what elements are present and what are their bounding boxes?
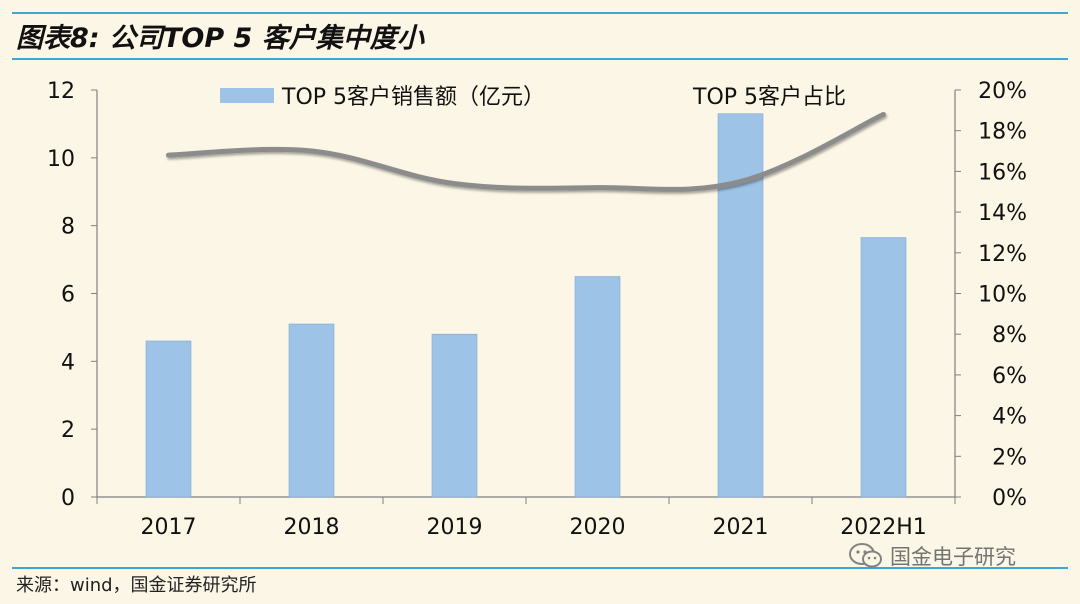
- right-tick-label: 20%: [978, 79, 1027, 104]
- right-tick-label: 10%: [978, 283, 1027, 308]
- watermark-label: 国金电子研究: [890, 545, 1016, 569]
- bar-series: [145, 113, 907, 498]
- right-tick-label: 18%: [978, 120, 1027, 145]
- left-tick-label: 6: [61, 283, 75, 308]
- x-tick-label: 2018: [284, 515, 340, 540]
- right-tick-label: 8%: [992, 323, 1027, 348]
- left-tick-label: 8: [61, 215, 75, 240]
- x-tick-label: 2017: [141, 515, 197, 540]
- right-tick-label: 4%: [992, 405, 1027, 430]
- watermark: 国金电子研究: [848, 538, 1016, 574]
- title-rule: [12, 58, 1068, 60]
- bar: [288, 323, 335, 498]
- x-tick-label: 2019: [427, 515, 483, 540]
- bar: [431, 333, 478, 498]
- bar: [717, 113, 764, 498]
- legend-bar-swatch: [220, 88, 274, 103]
- tick-labels: 0 2 4 6 8 10 12 0% 2% 4% 6% 8% 10% 12% 14% 16% 18% 20% 201…: [47, 79, 1027, 540]
- left-tick-label: 10: [47, 147, 75, 172]
- legend-line-label: TOP 5客户占比: [692, 85, 846, 110]
- figure-title: 图表8: 公司TOP 5 客户集中度小: [16, 23, 424, 54]
- x-tick-label: 2020: [570, 515, 626, 540]
- bottom-rule: [12, 567, 1068, 569]
- left-tick-label: 12: [47, 79, 75, 104]
- source-note: 来源：wind，国金证券研究所: [16, 575, 257, 596]
- x-tick-label: 2022H1: [840, 515, 927, 540]
- wechat-icon: [849, 543, 882, 568]
- axes: [91, 89, 961, 504]
- top-rule: [12, 12, 1068, 14]
- legend-bar-label: TOP 5客户销售额（亿元）: [281, 85, 545, 110]
- left-tick-label: 4: [61, 350, 75, 375]
- right-tick-label: 0%: [992, 486, 1027, 511]
- left-tick-label: 0: [61, 486, 75, 511]
- right-tick-label: 12%: [978, 242, 1027, 267]
- right-tick-label: 2%: [992, 445, 1027, 470]
- bar: [574, 276, 621, 498]
- left-tick-label: 2: [61, 418, 75, 443]
- line-series-path: [166, 111, 886, 192]
- line-series: [166, 111, 886, 192]
- bar: [860, 237, 907, 498]
- bar: [145, 340, 192, 498]
- right-tick-label: 16%: [978, 160, 1027, 185]
- right-tick-label: 6%: [992, 364, 1027, 389]
- x-tick-label: 2021: [713, 515, 769, 540]
- right-tick-label: 14%: [978, 201, 1027, 226]
- legend: TOP 5客户销售额（亿元） TOP 5客户占比: [220, 85, 846, 110]
